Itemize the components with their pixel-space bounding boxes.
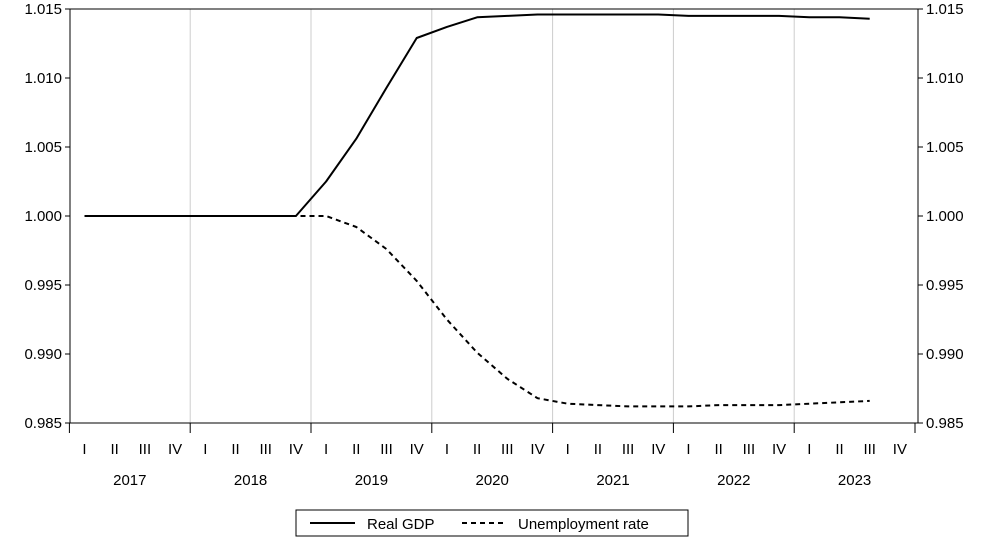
quarter-tick-label: I (807, 441, 811, 458)
quarter-tick-label: I (445, 441, 449, 458)
y-tick-label-right: 1.010 (926, 70, 964, 87)
quarter-tick-label: II (352, 441, 360, 458)
y-tick-label-right: 0.995 (926, 277, 964, 294)
quarter-tick-label: I (686, 441, 690, 458)
quarter-tick-label: III (380, 441, 393, 458)
x-axis-ticks: I II III IV I II III IV I II III IV I II III IV I II III IV… (68, 423, 916, 489)
quarter-tick-label: III (501, 441, 514, 458)
quarter-tick-label: III (863, 441, 876, 458)
year-tick-label: 2021 (596, 472, 629, 489)
quarter-tick-label: IV (289, 441, 303, 458)
quarter-tick-label: I (203, 441, 207, 458)
y-tick-label-left: 1.015 (24, 1, 62, 18)
legend-label-unemployment-rate: Unemployment rate (518, 516, 649, 533)
y-tick-label-left: 0.985 (24, 415, 62, 432)
year-tick-label: 2019 (355, 472, 388, 489)
quarter-tick-label: I (566, 441, 570, 458)
y-tick-label-left: 0.995 (24, 277, 62, 294)
quarter-tick-label: IV (651, 441, 665, 458)
legend-label-real-gdp: Real GDP (367, 516, 435, 533)
year-tick-label: 2023 (838, 472, 871, 489)
quarter-tick-label: II (594, 441, 602, 458)
quarter-tick-label: IV (893, 441, 907, 458)
year-tick-label: 2022 (717, 472, 750, 489)
quarter-tick-label: II (473, 441, 481, 458)
gridlines (189, 9, 795, 423)
quarter-tick-label: IV (410, 441, 424, 458)
y-tick-label-right: 1.015 (926, 1, 964, 18)
quarter-tick-label: I (82, 441, 86, 458)
y-tick-label-right: 0.990 (926, 346, 964, 363)
y-tick-label-right: 1.005 (926, 139, 964, 156)
year-tick-label: 2020 (476, 472, 509, 489)
quarter-tick-label: III (259, 441, 272, 458)
quarter-tick-label: II (715, 441, 723, 458)
series-line-unemployment-rate (84, 215, 870, 408)
quarter-tick-label: IV (772, 441, 786, 458)
quarter-tick-label: III (139, 441, 152, 458)
y-tick-label-right: 1.000 (926, 208, 964, 225)
series-lines (84, 13, 870, 408)
y-tick-label-left: 1.010 (24, 70, 62, 87)
quarter-tick-label: II (111, 441, 119, 458)
quarter-tick-label: IV (168, 441, 182, 458)
quarter-tick-label: II (231, 441, 239, 458)
y-tick-label-left: 1.000 (24, 208, 62, 225)
quarter-tick-label: I (324, 441, 328, 458)
year-tick-label: 2018 (234, 472, 267, 489)
y-tick-label-left: 1.005 (24, 139, 62, 156)
y-tick-label-left: 0.990 (24, 346, 62, 363)
y-axis-ticks: 0.985 0.985 0.990 0.990 0.995 0.995 1.000 1.000… (24, 1, 963, 432)
quarter-tick-label: III (743, 441, 756, 458)
quarter-tick-label: II (835, 441, 843, 458)
series-line-real-gdp (84, 13, 870, 217)
legend: Real GDP Unemployment rate (295, 509, 689, 537)
year-tick-label: 2017 (113, 472, 146, 489)
y-tick-label-right: 0.985 (926, 415, 964, 432)
quarter-tick-label: III (622, 441, 635, 458)
quarter-tick-label: IV (530, 441, 544, 458)
